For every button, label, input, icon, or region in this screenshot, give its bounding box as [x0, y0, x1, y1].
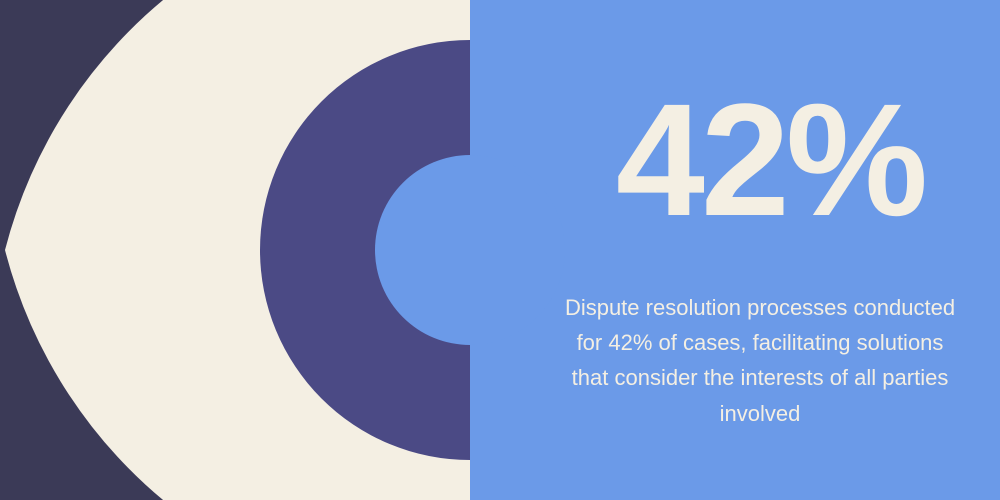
statistic-value: 42% — [560, 80, 980, 240]
eye-pupil — [375, 155, 565, 345]
statistic-description: Dispute resolution processes conducted f… — [560, 290, 960, 431]
infographic-canvas: 42% Dispute resolution processes conduct… — [0, 0, 1000, 500]
left-background — [0, 0, 470, 500]
